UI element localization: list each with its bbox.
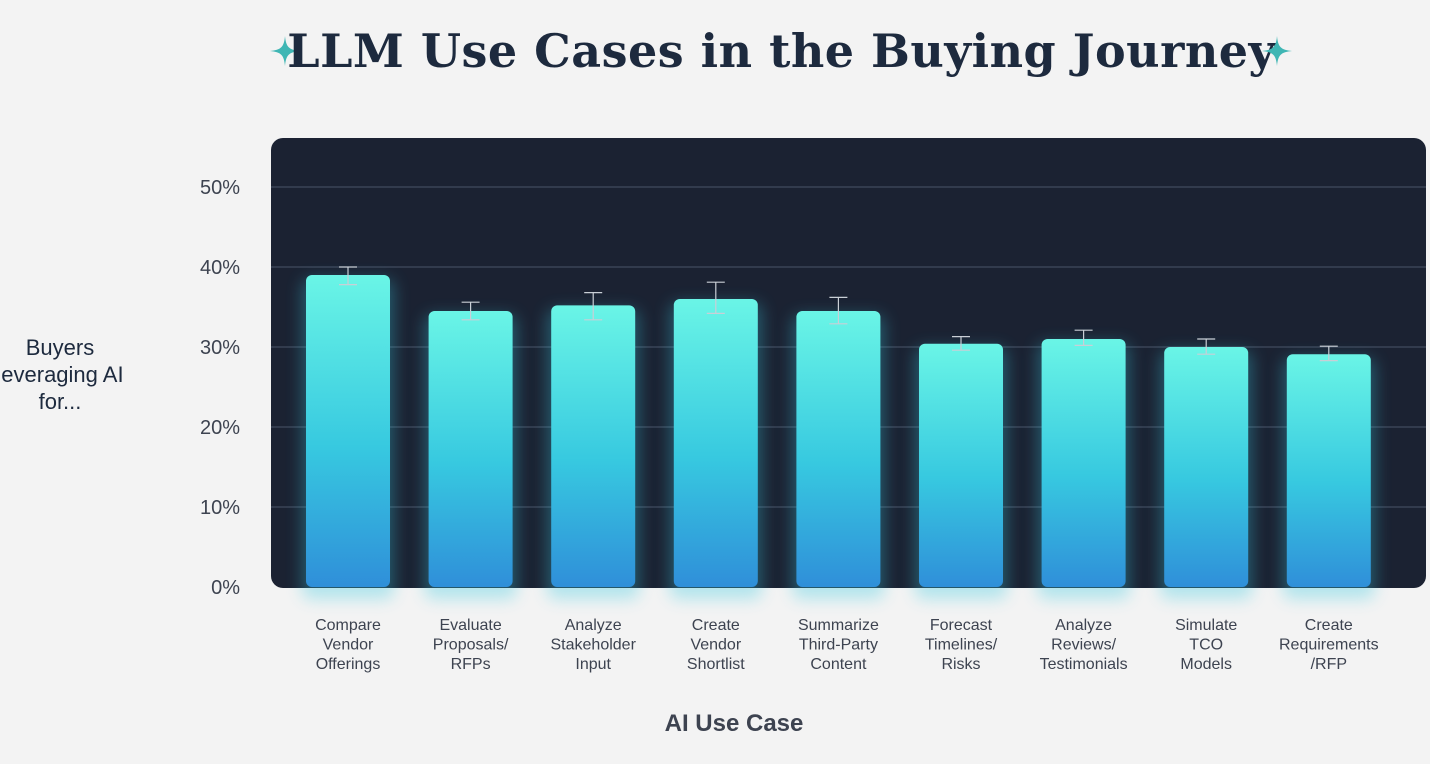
x-tick-label-line: Compare	[315, 617, 381, 634]
x-tick-label: Create Requirements/RFP	[1279, 617, 1379, 673]
x-tick-label: Evaluate Proposals/RFPs	[433, 617, 509, 673]
x-tick-label-line: Models	[1180, 656, 1232, 673]
y-tick-label: 10%	[200, 497, 240, 519]
bar	[1286, 354, 1371, 587]
x-tick-label-line: Content	[810, 656, 867, 673]
y-tick-label: 0%	[211, 577, 240, 599]
bar	[551, 305, 636, 587]
y-axis-label-line: for...	[38, 389, 82, 414]
x-tick-label-line: Evaluate	[439, 617, 501, 634]
x-axis-label: AI Use Case	[664, 710, 804, 737]
error-bar	[1319, 345, 1338, 362]
bar	[919, 343, 1003, 587]
x-tick-label-line: Vendor	[690, 637, 741, 654]
x-tick-label-line: Requirements	[1279, 637, 1379, 654]
x-tick-label-line: /RFP	[1311, 656, 1347, 673]
bar	[428, 311, 513, 587]
x-tick-label: Forecast Timelines/Risks	[925, 617, 998, 673]
x-tick-label-line: Analyze	[565, 617, 622, 634]
y-tick-label: 40%	[200, 257, 240, 279]
y-axis-label-line: Buyers	[25, 335, 95, 360]
x-tick-label-line: Proposals/	[433, 637, 509, 654]
error-bar	[584, 292, 603, 321]
sparkle-icon	[270, 36, 300, 66]
x-tick-label-line: Shortlist	[687, 656, 745, 673]
x-tick-label: Summarize Third-Party Content	[798, 617, 879, 673]
y-tick-label: 30%	[200, 337, 240, 359]
error-bar	[829, 296, 848, 325]
y-tick-label: 50%	[200, 177, 240, 199]
x-tick-label-line: Testimonials	[1040, 656, 1128, 673]
x-tick-label-line: Simulate	[1175, 617, 1237, 634]
x-tick-label-line: Offerings	[316, 656, 381, 673]
error-bar	[706, 281, 725, 314]
x-tick-label: Analyze Reviews/Testimonials	[1040, 617, 1128, 673]
x-tick-label-line: Forecast	[930, 617, 993, 634]
x-tick-label-line: Reviews/	[1051, 637, 1116, 654]
x-tick-label-line: Stakeholder	[551, 637, 637, 654]
x-tick-label-line: Vendor	[323, 637, 374, 654]
x-tick-label-line: Summarize	[798, 617, 879, 634]
y-axis-label: Buyers leveraging AI for...	[0, 334, 140, 415]
x-tick-label-line: Timelines/	[925, 637, 998, 654]
bar	[1164, 347, 1249, 587]
bar	[306, 275, 390, 587]
error-bar	[461, 301, 480, 321]
sparkle-icon	[1262, 36, 1292, 66]
x-tick-label-line: Third-Party	[799, 637, 878, 654]
x-tick-label-line: RFPs	[451, 656, 491, 673]
error-bar	[1074, 329, 1093, 346]
x-tick-label-line: Risks	[941, 656, 980, 673]
x-tick-label-line: Create	[1305, 617, 1353, 634]
x-tick-label-line: Analyze	[1055, 617, 1112, 634]
error-bar	[339, 266, 357, 286]
error-bar	[952, 336, 970, 351]
bar	[673, 299, 758, 587]
x-tick-label: Simulate TCO Models	[1175, 617, 1237, 673]
error-bar	[1197, 338, 1216, 355]
x-tick-label: Analyze Stakeholder Input	[551, 617, 637, 673]
x-tick-label: Compare Vendor Offerings	[315, 617, 381, 673]
y-axis-label-line: leveraging AI	[0, 362, 124, 387]
x-tick-label-line: Input	[575, 656, 611, 673]
bar	[1041, 339, 1126, 587]
x-tick-label: Create Vendor Shortlist	[687, 617, 745, 673]
x-tick-label-line: Create	[692, 617, 740, 634]
bar	[796, 311, 881, 587]
page-title: LLM Use Cases in the Buying Journey	[287, 24, 1276, 78]
x-tick-label-line: TCO	[1189, 637, 1223, 654]
y-tick-label: 20%	[200, 417, 240, 439]
